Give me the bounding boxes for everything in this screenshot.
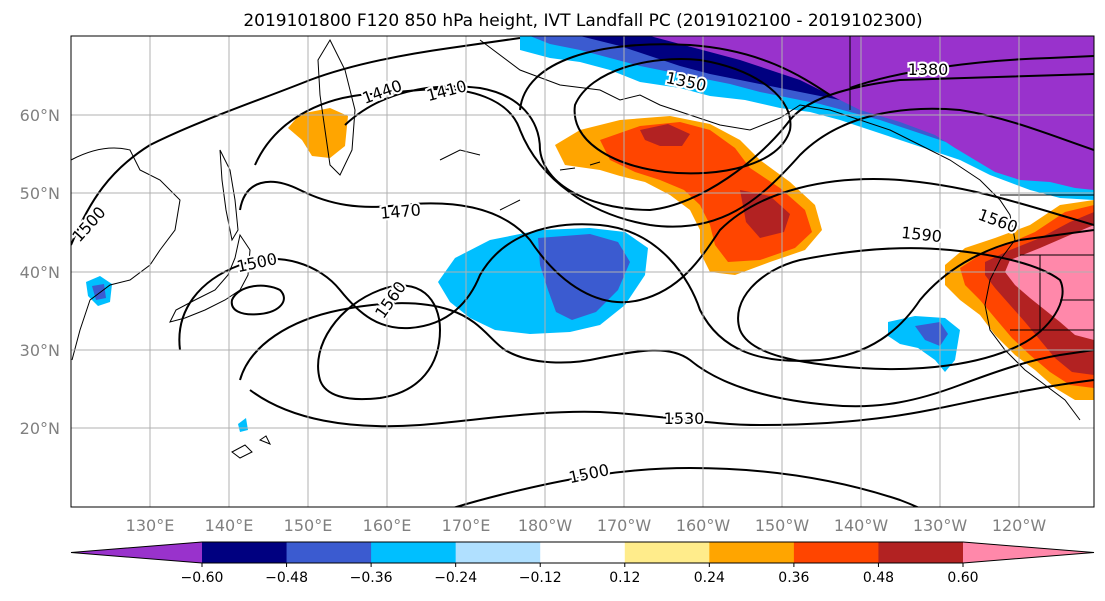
contour-1500-west-line — [71, 37, 521, 246]
coast-alaska — [479, 39, 1016, 241]
colorbar-tick-label: 0.36 — [778, 570, 809, 586]
colorbar-segment — [371, 542, 457, 563]
contour-label-1530: 1530 — [664, 409, 705, 428]
colorbar-tick-label: 0.60 — [947, 570, 978, 586]
contour-1500-south-line — [452, 466, 920, 507]
contour-label-1380: 1380 — [908, 60, 949, 79]
lat-label-40: 40°N — [20, 263, 60, 282]
lon-label-160W: 160°W — [676, 516, 731, 535]
border-us-states — [1010, 254, 1094, 331]
height-contours — [71, 37, 1094, 507]
colorbar-segment — [793, 542, 879, 563]
contour-label-1470: 1470 — [379, 200, 421, 222]
colorbar-segment — [455, 542, 541, 563]
lon-label-140E: 140°E — [205, 516, 254, 535]
colorbar-extend-max — [963, 542, 1094, 563]
colorbar-segment — [202, 542, 288, 563]
contour-1470-line — [239, 178, 1094, 304]
colorbar-segment — [540, 542, 626, 563]
latitude-labels: 60°N 50°N 40°N 30°N 20°N — [20, 106, 60, 438]
ivt-shade-gulf-darkred2 — [740, 190, 790, 238]
contour-1500-mid-line — [178, 223, 1094, 362]
lon-label-170E: 170°E — [442, 516, 491, 535]
lon-label-160E: 160°E — [363, 516, 412, 535]
colorbar-tick-label: −0.36 — [350, 570, 393, 586]
ivt-shade-gulf-darkred — [640, 124, 690, 146]
colorbar-tick-label: −0.48 — [265, 570, 308, 586]
ivt-shade-alaska-purple — [650, 36, 1094, 190]
lat-label-50: 50°N — [20, 184, 60, 203]
coast-japan — [169, 233, 251, 323]
colorbar-tick-label: −0.24 — [434, 570, 477, 586]
colorbar-segment — [286, 542, 372, 563]
colorbar-tick-label: −0.12 — [519, 570, 562, 586]
lat-label-30: 30°N — [20, 341, 60, 360]
lon-label-120W: 120°W — [992, 516, 1047, 535]
colorbar-tick-label: 0.48 — [863, 570, 894, 586]
lon-label-170W: 170°W — [597, 516, 652, 535]
lat-label-20: 20°N — [20, 419, 60, 438]
ivt-shading-negative — [86, 36, 1094, 432]
longitude-labels: 130°E 140°E 150°E 160°E 170°E 180°W 170°… — [126, 516, 1047, 535]
lon-label-150E: 150°E — [284, 516, 333, 535]
colorbar-extend-min — [71, 542, 202, 563]
colorbar-segment — [709, 542, 795, 563]
lon-label-130E: 130°E — [126, 516, 175, 535]
coastlines — [71, 36, 1094, 459]
contour-1560-closed-line — [317, 284, 442, 401]
coast-kamchatka — [317, 38, 356, 176]
figure-title: 2019101800 F120 850 hPa height, IVT Land… — [243, 11, 922, 31]
contour-1410-line — [344, 73, 1094, 212]
contour-1350-line — [573, 58, 792, 175]
lon-label-140W: 140°W — [834, 516, 889, 535]
contour-1440-line — [254, 88, 1094, 228]
colorbar-segment — [624, 542, 710, 563]
contour-1560-line — [249, 379, 1094, 428]
lon-label-150W: 150°W — [755, 516, 810, 535]
contour-1380-line — [519, 43, 1094, 111]
ivt-shade-cal-pink — [1005, 225, 1094, 340]
coast-aleutians — [439, 149, 601, 211]
ivt-shade-kamchatka-orange — [288, 108, 348, 158]
coast-sakhalin — [219, 149, 239, 242]
coast-hawaii — [231, 435, 272, 459]
colorbar-segment — [878, 542, 964, 563]
lon-label-130W: 130°W — [913, 516, 968, 535]
colorbar: −0.60 −0.48 −0.36 −0.24 −0.12 0.12 0.24 0.36 0.4… — [70, 541, 1095, 586]
lon-label-180: 180°W — [518, 516, 573, 535]
coast-north-america-west — [984, 239, 1081, 421]
colorbar-tick-label: 0.24 — [694, 570, 725, 586]
colorbar-tick-label: −0.60 — [181, 570, 224, 586]
gridlines — [71, 36, 1094, 507]
ivt-shade-subtropics-medblue — [538, 234, 630, 320]
contour-1590-line — [737, 247, 1064, 371]
map-panel: 1440 1410 1350 1380 1500 1470 1560 1590 … — [20, 35, 1095, 535]
contour-1530-line — [239, 302, 1094, 408]
contour-1500-ring-line — [230, 284, 285, 316]
colorbar-tick-label: 0.12 — [609, 570, 640, 586]
coast-asia — [71, 147, 181, 361]
lat-label-60: 60°N — [20, 106, 60, 125]
map-frame — [70, 35, 1095, 508]
